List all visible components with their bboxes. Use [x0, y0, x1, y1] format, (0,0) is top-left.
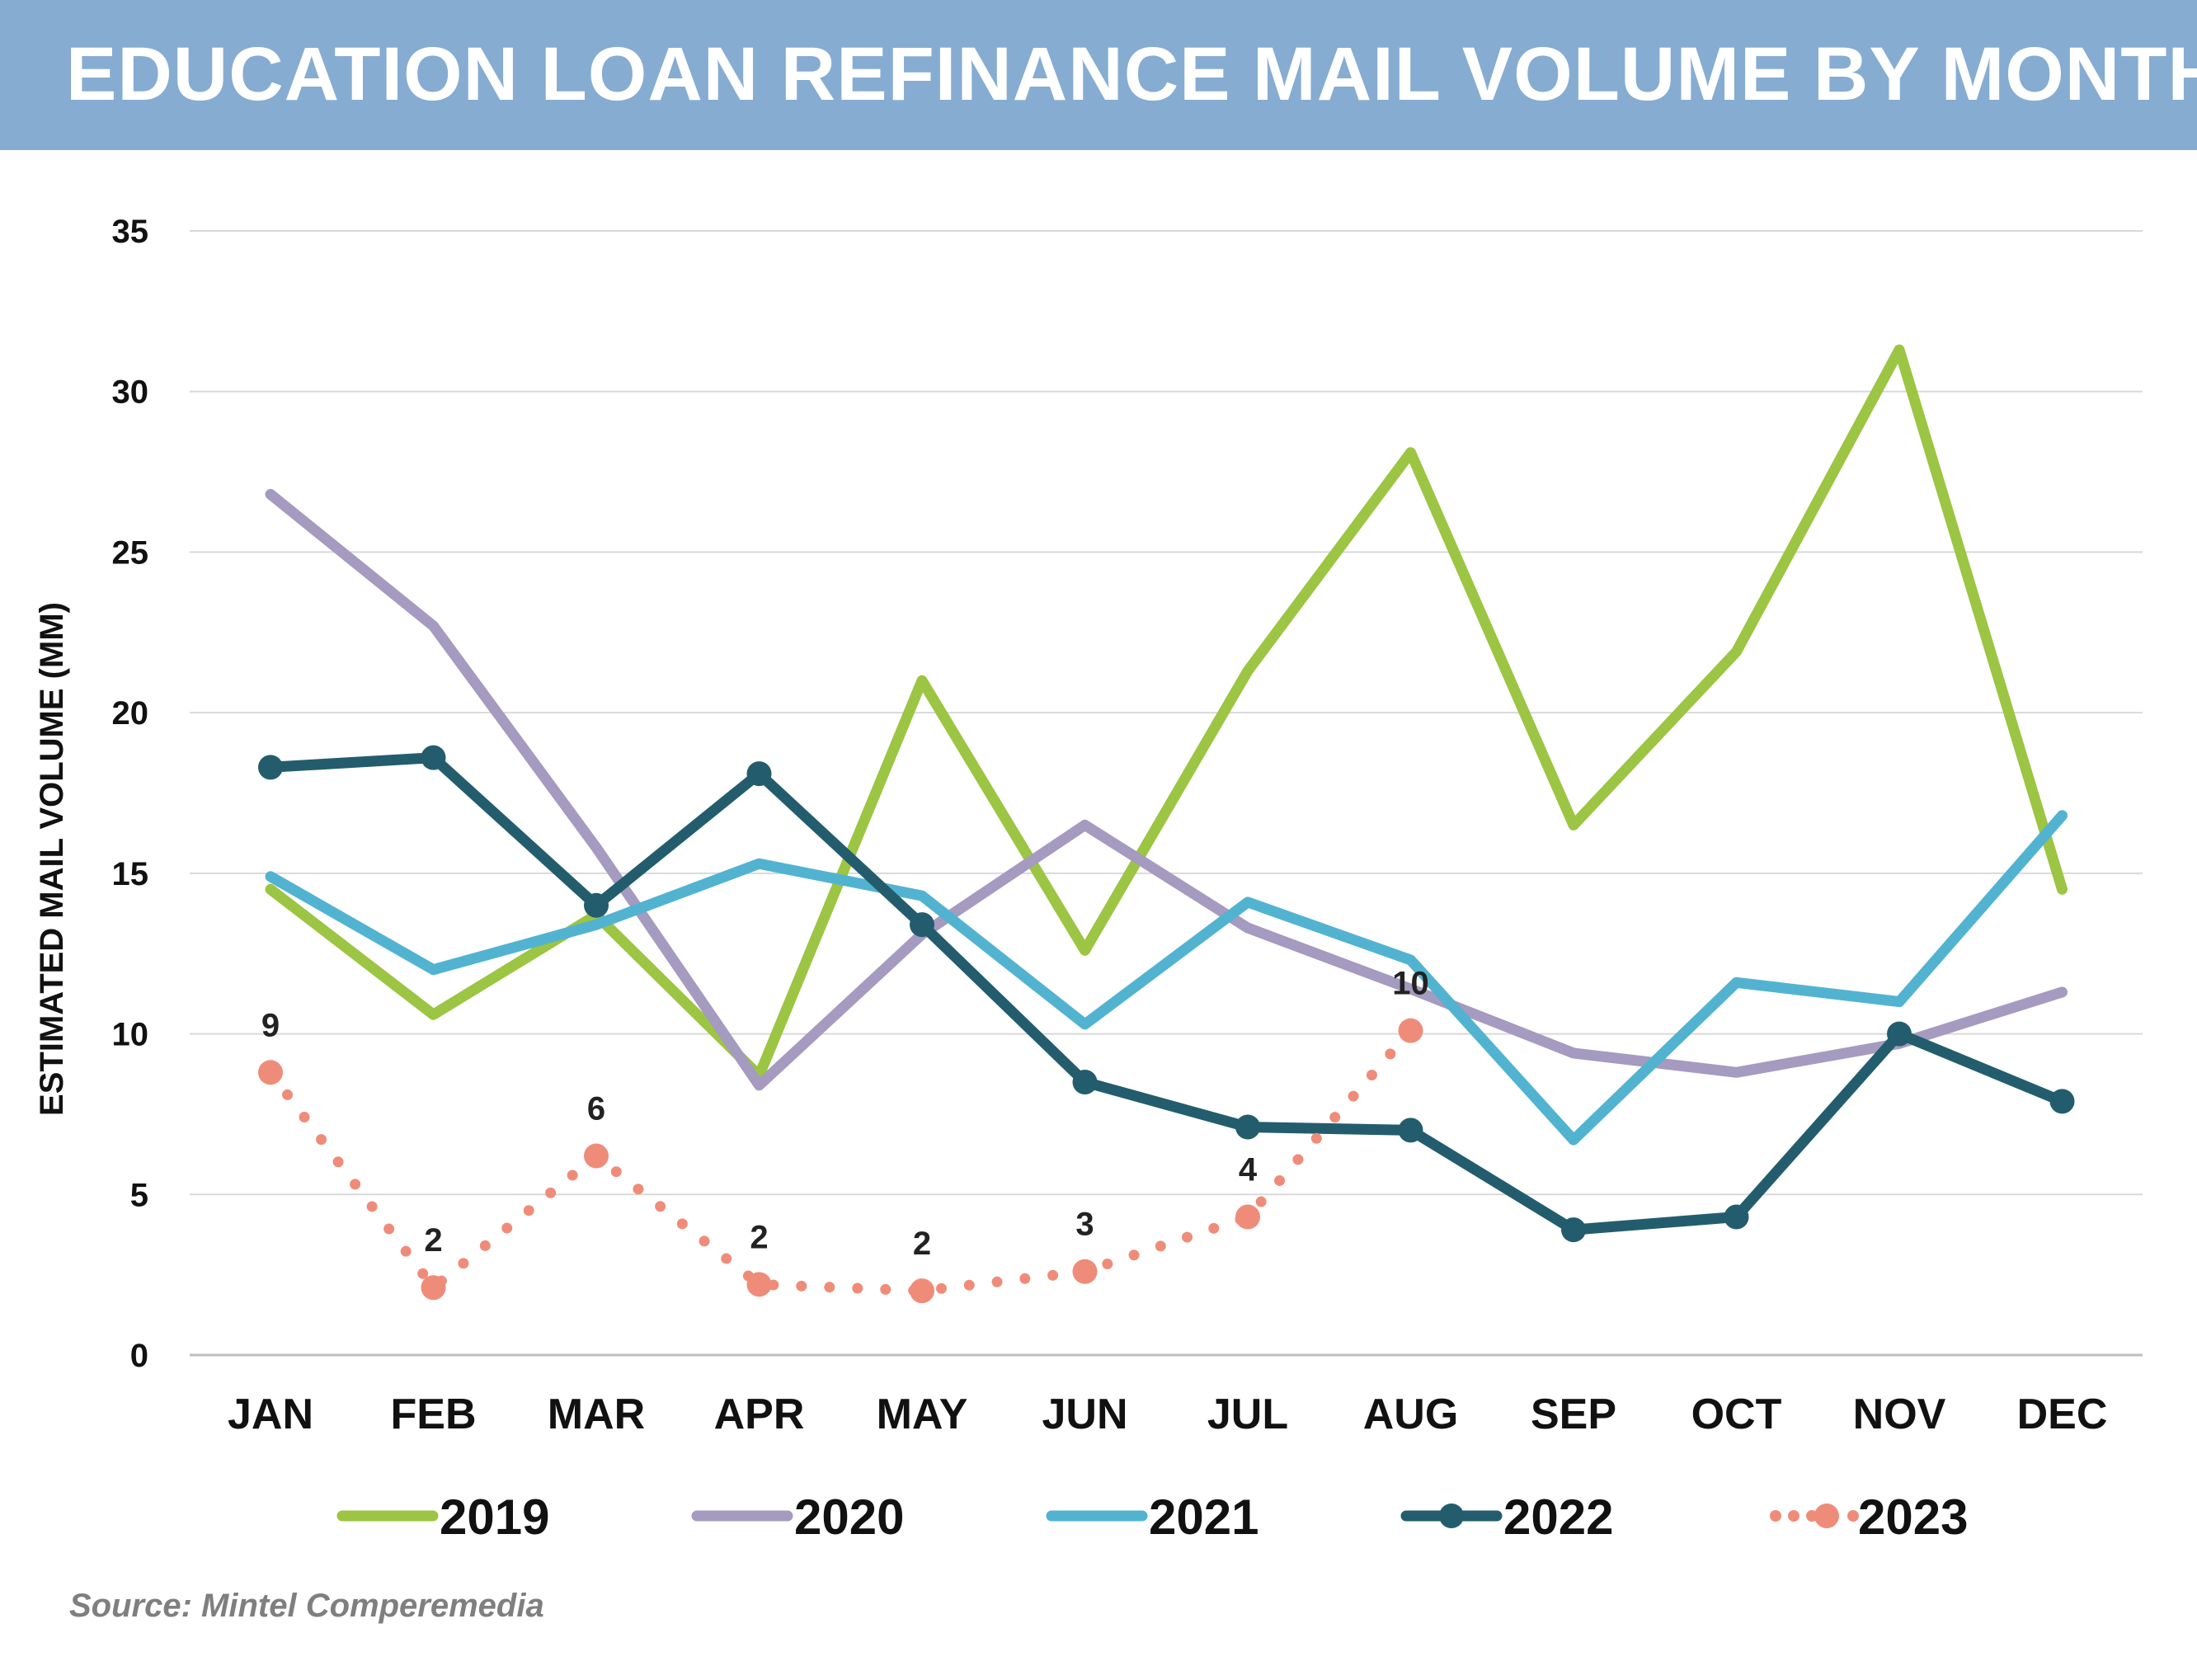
- series-2022: [258, 745, 2075, 1243]
- x-tick-label: DEC: [2017, 1391, 2108, 1438]
- legend-swatch: [1847, 1510, 1859, 1522]
- data-point-2022: [421, 745, 446, 770]
- data-label: 4: [1239, 1152, 1258, 1188]
- x-tick-label: MAY: [877, 1391, 968, 1438]
- series-lines: [258, 344, 2075, 1304]
- data-point-2022: [584, 892, 609, 918]
- source-note: Source: Mintel Comperemedia: [69, 1588, 544, 1624]
- series-2021: [265, 810, 2068, 1146]
- series-line-2023: [265, 1025, 1416, 1296]
- data-point-2022: [1724, 1204, 1749, 1230]
- legend-swatch: [1814, 1504, 1839, 1528]
- y-tick-label: 20: [112, 695, 149, 732]
- data-point-2022: [1235, 1114, 1260, 1140]
- legend-label: 2020: [794, 1489, 904, 1545]
- legend-label: 2023: [1858, 1489, 1968, 1545]
- data-label: 3: [1075, 1207, 1094, 1243]
- data-label: 2: [750, 1219, 768, 1255]
- legend-item-2022: 2022: [1400, 1489, 1613, 1545]
- data-point-2023: [910, 1278, 934, 1304]
- series-line-2021: [265, 810, 2068, 1146]
- gridlines: [190, 230, 2143, 1357]
- x-tick-label: FEB: [391, 1391, 477, 1438]
- data-label: 6: [587, 1091, 605, 1127]
- x-tick-label: JUL: [1207, 1391, 1288, 1438]
- data-point-2022: [1398, 1118, 1423, 1143]
- x-tick-label: JUN: [1042, 1391, 1127, 1438]
- data-point-2022: [1072, 1069, 1098, 1094]
- y-axis-ticks: 0 5 10 15 20 25 30 35: [112, 214, 149, 1374]
- y-tick-label: 30: [112, 374, 149, 411]
- data-point-2022: [2049, 1089, 2075, 1114]
- y-tick-label: 25: [112, 534, 149, 571]
- title-bar: EDUCATION LOAN REFINANCE MAIL VOLUME BY …: [0, 0, 2197, 150]
- data-point-2022: [1561, 1217, 1586, 1243]
- data-point-2022: [258, 755, 283, 780]
- x-tick-label: MAR: [548, 1391, 645, 1438]
- x-tick-label: APR: [714, 1391, 805, 1438]
- legend-swatch: [1770, 1510, 1781, 1522]
- data-point-2022: [1887, 1021, 1912, 1047]
- chart-title: EDUCATION LOAN REFINANCE MAIL VOLUME BY …: [66, 32, 2197, 116]
- series-line-2020: [265, 488, 2068, 1091]
- y-tick-label: 5: [130, 1177, 148, 1213]
- data-point-2023: [584, 1143, 609, 1169]
- legend-item-2019: 2019: [336, 1489, 549, 1545]
- x-tick-label: AUG: [1363, 1391, 1459, 1438]
- legend-item-2020: 2020: [691, 1489, 904, 1545]
- data-point-2023: [258, 1060, 283, 1085]
- legend: 2019 2020 2021 2022 2023: [336, 1489, 1968, 1545]
- data-point-2023: [746, 1272, 772, 1297]
- data-point-2022: [746, 761, 772, 787]
- series-2020: [265, 488, 2068, 1091]
- data-label: 10: [1392, 966, 1429, 1002]
- x-tick-label: JAN: [228, 1391, 313, 1438]
- y-tick-label: 35: [112, 214, 149, 250]
- data-labels: 9 2 6 2 2 3 4 10: [261, 966, 1429, 1262]
- legend-swatch: [1788, 1510, 1799, 1522]
- data-point-2023: [1235, 1204, 1260, 1230]
- data-label: 2: [424, 1222, 442, 1259]
- y-tick-label: 15: [112, 856, 149, 892]
- data-label: 9: [261, 1007, 280, 1043]
- legend-item-2021: 2021: [1046, 1489, 1258, 1545]
- x-tick-label: OCT: [1691, 1391, 1782, 1438]
- x-axis-ticks: JAN FEB MAR APR MAY JUN JUL AUG SEP OCT NOV DEC: [228, 1391, 2107, 1438]
- legend-label: 2021: [1149, 1489, 1258, 1545]
- series-2023: [258, 1018, 1423, 1304]
- series-line-2022: [265, 752, 2068, 1235]
- legend-swatch: [1439, 1504, 1464, 1528]
- x-tick-label: NOV: [1853, 1391, 1946, 1438]
- y-tick-label: 0: [130, 1338, 148, 1374]
- data-point-2023: [421, 1275, 446, 1301]
- data-label: 2: [913, 1226, 931, 1262]
- y-tick-label: 10: [112, 1017, 149, 1053]
- x-tick-label: SEP: [1531, 1391, 1616, 1438]
- data-point-2023: [1072, 1259, 1098, 1284]
- data-point-2023: [1398, 1018, 1423, 1043]
- data-point-2022: [910, 912, 934, 938]
- legend-label: 2019: [440, 1489, 549, 1545]
- y-axis-label: ESTIMATED MAIL VOLUME (MM): [34, 602, 70, 1116]
- legend-label: 2022: [1503, 1489, 1613, 1545]
- legend-item-2023: 2023: [1770, 1489, 1968, 1545]
